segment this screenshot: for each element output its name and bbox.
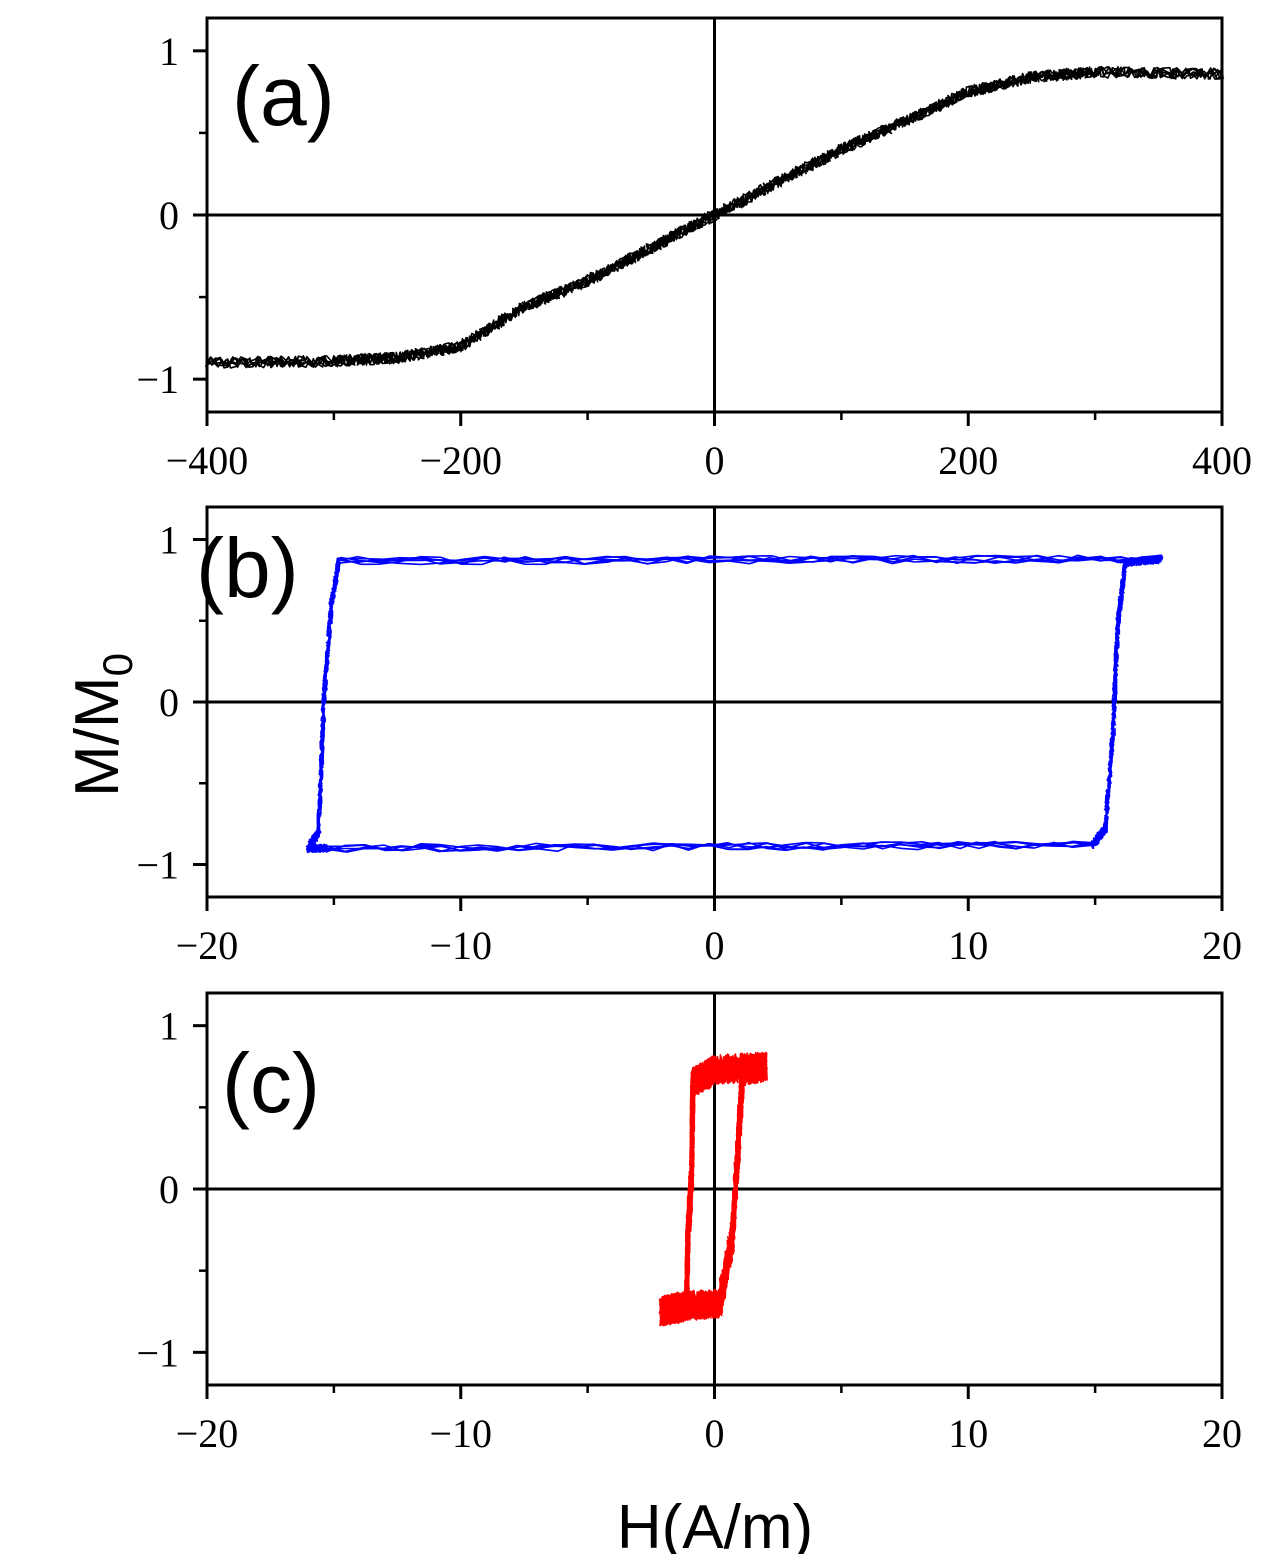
y-tick-label: −1 (136, 843, 179, 888)
x-tick-label: −400 (166, 438, 249, 483)
y-tick-label: 1 (159, 29, 179, 74)
data-trace-ascending (306, 555, 1164, 854)
data-trace-ascending (308, 554, 1163, 853)
y-tick-label: 1 (159, 518, 179, 563)
data-trace-ascending (306, 556, 1164, 853)
y-tick-label: −1 (136, 1330, 179, 1375)
data-trace-ascending (305, 555, 1162, 853)
data-trace-descending (661, 1051, 767, 1326)
x-tick-label: 0 (705, 438, 725, 483)
x-tick-label: −10 (429, 923, 492, 968)
x-tick-label: 10 (948, 923, 988, 968)
x-tick-label: −20 (176, 1411, 239, 1456)
data-trace-ascending (306, 555, 1163, 853)
panel-label: (c) (222, 1036, 320, 1130)
x-tick-label: 0 (705, 1411, 725, 1456)
x-tick-label: 0 (705, 923, 725, 968)
y-axis-title-main: M/M (63, 676, 132, 797)
y-tick-label: 1 (159, 1004, 179, 1049)
x-axis-title: H(A/m) (617, 1493, 813, 1554)
data-trace-ascending (308, 554, 1163, 853)
x-tick-label: 20 (1202, 1411, 1242, 1456)
x-tick-label: −10 (429, 1411, 492, 1456)
y-tick-label: 0 (159, 1167, 179, 1212)
y-axis-title: M/M0 (63, 653, 141, 797)
y-tick-label: 0 (159, 680, 179, 725)
panel-a: −400 −200 0 200 400 −1 0 1 (a) (136, 16, 1252, 483)
y-tick-label: 0 (159, 193, 179, 238)
x-tick-label: −20 (176, 923, 239, 968)
x-tick-label: 200 (938, 438, 998, 483)
data-trace-branch (206, 66, 1224, 369)
panel-label: (b) (196, 521, 299, 615)
panel-label: (a) (232, 49, 335, 143)
x-tick-label: −200 (419, 438, 502, 483)
x-tick-label: 400 (1192, 438, 1252, 483)
data-trace-descending (305, 554, 1163, 851)
y-tick-label: −1 (136, 357, 179, 402)
y-axis-title-subscript: 0 (94, 653, 141, 676)
x-tick-label: 20 (1202, 923, 1242, 968)
panel-b: −20 −10 0 10 20−101 (b) (136, 505, 1242, 968)
x-tick-label: 10 (948, 1411, 988, 1456)
panel-c: −20 −10 0 10 20−101(c) (136, 991, 1242, 1456)
